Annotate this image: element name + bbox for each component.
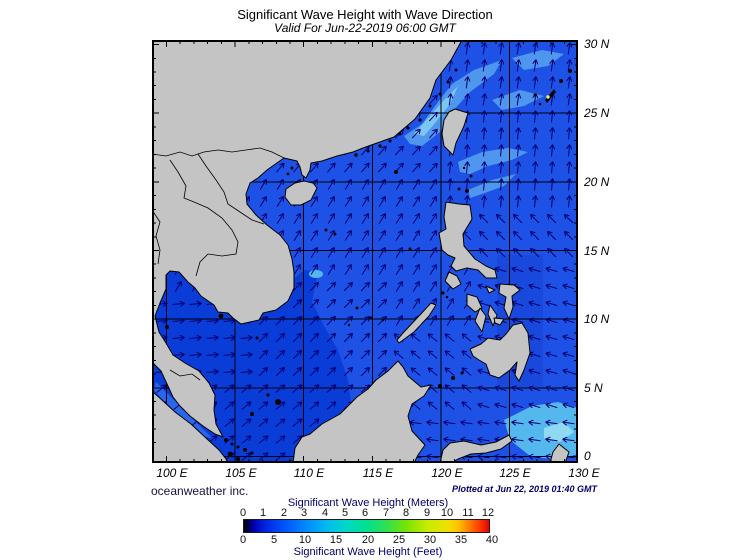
feet-tick: 15 — [329, 534, 343, 546]
lat-label-25n: 25 N — [584, 106, 610, 120]
lon-label-100e: 100 E — [156, 466, 188, 480]
land-bohol — [493, 317, 505, 326]
lat-label-5n: 5 N — [584, 381, 603, 395]
land-masbate — [485, 285, 496, 294]
land-mindoro — [444, 271, 462, 290]
land-taiwan — [441, 108, 469, 156]
lon-label-115e: 115 E — [362, 466, 394, 480]
feet-tick: 5 — [270, 534, 278, 546]
lon-label-105e: 105 E — [225, 466, 257, 480]
meters-tick: 12 — [481, 507, 495, 519]
island-samui — [165, 325, 169, 329]
meters-tick: 4 — [321, 507, 329, 519]
lat-label-20n: 20 N — [584, 175, 610, 189]
island-babuyan — [465, 189, 469, 193]
land-palawan — [396, 302, 437, 344]
meters-tick: 8 — [402, 507, 410, 519]
lat-label-0: 0 — [584, 449, 591, 463]
meters-tick: 0 — [239, 507, 247, 519]
meters-tick: 5 — [341, 507, 349, 519]
land-negros — [474, 307, 487, 333]
country-borders-layer — [152, 147, 285, 381]
lon-label-110e: 110 E — [293, 466, 325, 480]
land-borneo — [292, 360, 432, 463]
land-layer — [152, 40, 570, 463]
meters-tick: 3 — [300, 507, 308, 519]
legend-feet-title: Significant Wave Height (Feet) — [293, 546, 443, 558]
land-sulawesi — [439, 434, 513, 463]
small-islands-layer — [165, 63, 578, 461]
island-con-son — [255, 336, 259, 340]
station-dot — [546, 95, 550, 99]
meters-tick: 1 — [259, 507, 267, 519]
meters-tick: 9 — [423, 507, 431, 519]
land-panay — [466, 293, 483, 313]
meters-tick: 7 — [382, 507, 390, 519]
meters-tick: 6 — [361, 507, 369, 519]
island-sulu-arc — [438, 384, 442, 388]
oceanweather-credit: oceanweather inc. — [151, 484, 249, 498]
meters-tick: 10 — [440, 507, 454, 519]
lat-label-10n: 10 N — [584, 312, 610, 326]
island-batanes — [469, 174, 473, 178]
feet-tick: 10 — [298, 534, 312, 546]
land-sumatra — [152, 390, 229, 463]
lat-label-15n: 15 N — [584, 244, 610, 258]
feet-tick: 40 — [485, 534, 499, 546]
land-luzon — [438, 201, 498, 279]
island-paracels — [324, 228, 328, 232]
island-pratas — [394, 170, 398, 174]
map-border — [152, 40, 578, 463]
page-title: Significant Wave Height with Wave Direct… — [237, 7, 493, 22]
plotted-timestamp: Plotted at Jun 22, 2019 01:40 GMT — [451, 484, 597, 494]
island-spratlys — [355, 306, 359, 310]
land-hainan — [284, 180, 318, 206]
feet-tick: 30 — [423, 534, 437, 546]
land-mainland-asia — [152, 40, 463, 438]
map-frame — [152, 40, 578, 463]
map-canvas — [152, 40, 578, 463]
island-okinawa — [545, 89, 556, 103]
lat-label-30n: 30 N — [584, 37, 610, 51]
lon-label-125e: 125 E — [499, 466, 531, 480]
lon-label-120e: 120 E — [431, 466, 463, 480]
meters-tick: 11 — [462, 507, 474, 519]
legend-meters-title: Significant Wave Height (Meters) — [287, 497, 449, 509]
valid-time-subtitle: Valid For Jun-22-2019 06:00 GMT — [274, 21, 456, 35]
land-halmahera — [549, 443, 570, 463]
wave-height-colorbar — [243, 519, 490, 533]
island-scarborough — [408, 247, 412, 251]
island-anambas — [250, 412, 254, 416]
land-samar-leyte — [498, 283, 521, 320]
lon-label-130e: 130 E — [568, 466, 600, 480]
island-natuna — [275, 399, 281, 405]
island-busuanga — [441, 291, 445, 295]
feet-tick: 0 — [239, 534, 247, 546]
feet-tick: 25 — [392, 534, 406, 546]
land-mindanao — [469, 322, 531, 382]
island-phu-quoc — [218, 313, 224, 319]
feet-tick: 20 — [361, 534, 375, 546]
feet-tick: 35 — [454, 534, 468, 546]
meters-tick: 2 — [280, 507, 288, 519]
